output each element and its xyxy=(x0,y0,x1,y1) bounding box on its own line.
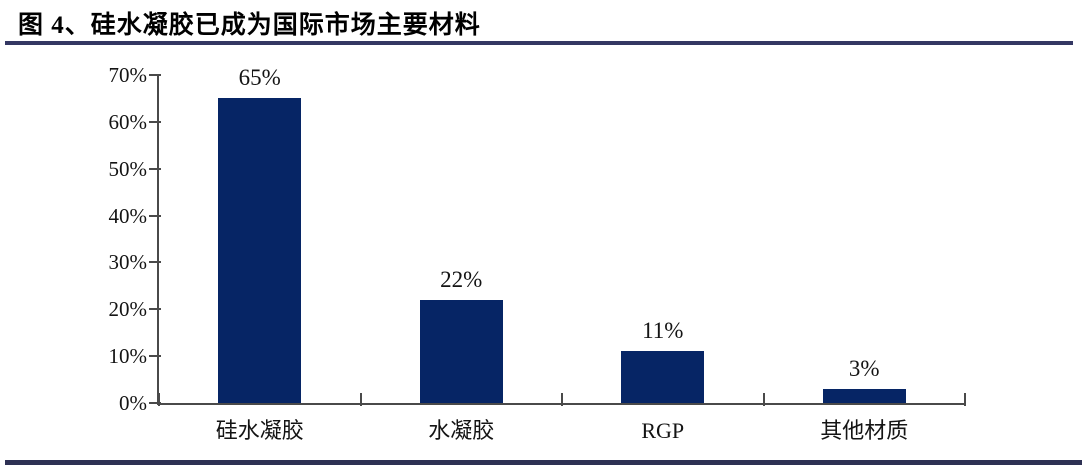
bar-4 xyxy=(822,388,906,403)
y-axis-tick xyxy=(149,402,161,404)
x-category-label: 硅水凝胶 xyxy=(215,418,304,443)
y-axis-tick xyxy=(149,74,161,76)
y-axis-tick-label: 70% xyxy=(108,63,148,87)
y-axis-tick xyxy=(149,214,161,217)
x-category-label: 水凝胶 xyxy=(428,418,495,443)
bar-value-label: 65% xyxy=(238,65,281,91)
y-axis-tick xyxy=(149,355,161,358)
x-category-label: RGP xyxy=(641,418,685,443)
figure-title: 图 4、硅水凝胶已成为国际市场主要材料 xyxy=(18,12,481,39)
y-axis-tick xyxy=(149,261,161,264)
y-axis-tick-label: 40% xyxy=(108,203,148,228)
y-axis-tick-label: 0% xyxy=(119,391,147,415)
bar-value-label: 11% xyxy=(642,318,684,344)
bar-3 xyxy=(621,351,705,403)
bar-value-label: 3% xyxy=(848,355,880,381)
x-axis-tick xyxy=(762,393,765,406)
x-axis-tick xyxy=(359,393,362,406)
y-axis-tick xyxy=(149,167,161,170)
x-axis-tick xyxy=(561,393,563,406)
y-axis-tick-label: 60% xyxy=(108,109,148,134)
y-axis-line xyxy=(157,75,159,405)
y-axis-tick-label: 50% xyxy=(108,156,148,181)
title-divider-rule xyxy=(5,41,1073,45)
y-axis-tick xyxy=(149,120,161,123)
bar-chart: 0% 10% 20% 30% 40% 50% 60% 70% 65% 硅水凝胶 22% 水凝胶 11% R… xyxy=(0,55,1087,455)
y-axis-tick xyxy=(149,308,161,311)
bottom-divider-rule xyxy=(5,460,1082,465)
x-category-label: 其他材质 xyxy=(820,418,909,443)
bar-2 xyxy=(419,299,503,403)
y-axis-tick-label: 10% xyxy=(108,344,148,369)
y-axis-tick-label: 30% xyxy=(108,250,148,275)
x-axis-tick xyxy=(964,393,966,406)
bar-value-label: 22% xyxy=(440,266,483,292)
bar-1 xyxy=(218,98,302,403)
x-axis-tick xyxy=(158,393,160,406)
y-axis-tick-label: 20% xyxy=(108,297,148,322)
